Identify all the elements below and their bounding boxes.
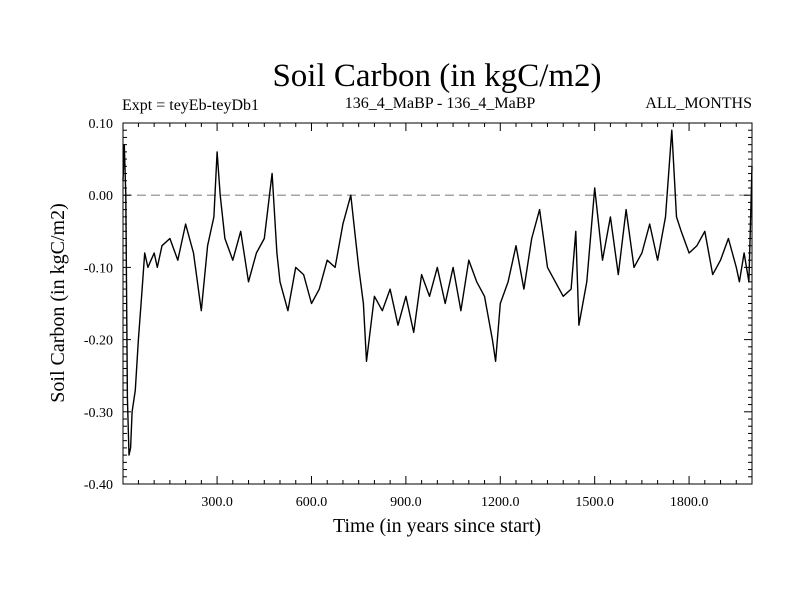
x-axis-ticks: [137, 123, 737, 484]
y-axis-tick-labels: 0.10 0.00 -0.10 -0.20 -0.30 -0.40: [84, 117, 113, 493]
chart-title: Soil Carbon (in kgC/m2): [272, 58, 601, 94]
y-tick-label: -0.10: [84, 261, 113, 276]
x-tick-label: 300.0: [201, 495, 233, 510]
x-axis-label: Time (in years since start): [333, 515, 541, 537]
months-label: ALL_MONTHS: [645, 95, 752, 112]
y-tick-label: 0.00: [89, 189, 114, 204]
y-axis-label: Soil Carbon (in kgC/m2): [47, 203, 69, 402]
experiment-label: Expt = teyEb-teyDb1: [122, 97, 259, 114]
y-tick-label: -0.40: [84, 478, 113, 493]
y-tick-label: -0.30: [84, 406, 113, 421]
y-tick-label: 0.10: [89, 117, 114, 132]
x-tick-label: 1200.0: [481, 495, 520, 510]
series-line-soil-carbon: [122, 129, 753, 456]
period-label: 136_4_MaBP - 136_4_MaBP: [345, 95, 536, 112]
x-tick-label: 600.0: [296, 495, 328, 510]
plot-frame: [122, 122, 753, 485]
y-axis-ticks: [123, 129, 752, 478]
x-axis-tick-labels: 300.0 600.0 900.0 1200.0 1500.0 1800.0: [201, 495, 708, 510]
y-tick-label: -0.20: [84, 334, 113, 349]
x-tick-label: 900.0: [390, 495, 422, 510]
x-tick-label: 1800.0: [670, 495, 709, 510]
x-tick-label: 1500.0: [575, 495, 614, 510]
